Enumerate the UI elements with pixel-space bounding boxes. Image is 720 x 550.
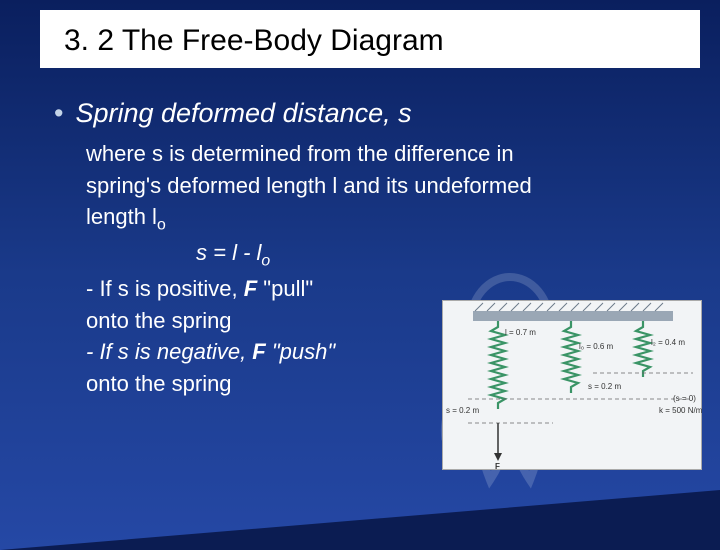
lbl-l1: l₀ = 0.6 m xyxy=(579,342,614,351)
slide-title: 3. 2 The Free-Body Diagram xyxy=(64,24,676,58)
lbl-f: F xyxy=(495,462,500,471)
equation: s = l - l xyxy=(196,240,261,265)
equation-sub: o xyxy=(261,253,270,270)
p3c: "push" xyxy=(266,339,335,364)
decorative-triangle xyxy=(0,490,720,550)
lbl-l0: l = 0.7 m xyxy=(505,328,536,337)
spring-diagram: l = 0.7 m l₀ = 0.6 m l₂ = 0.4 m s = 0.2 … xyxy=(442,300,702,470)
lbl-ref: (s = 0) xyxy=(673,394,696,403)
line-1: where s is determined from the differenc… xyxy=(86,141,514,166)
slide-header: 3. 2 The Free-Body Diagram xyxy=(40,10,700,68)
lbl-s1: s = 0.2 m xyxy=(446,406,479,415)
line-3: length l xyxy=(86,204,157,229)
bullet-text: Spring deformed distance, s xyxy=(75,98,411,128)
lbl-l2: l₂ = 0.4 m xyxy=(651,338,685,347)
p3a: - If s is negative, xyxy=(86,339,252,364)
p1b: F xyxy=(244,276,257,301)
p1a: - If s is positive, xyxy=(86,276,244,301)
line-3-sub: o xyxy=(157,217,166,234)
bullet-item: • Spring deformed distance, s xyxy=(54,98,680,129)
p1c: "pull" xyxy=(257,276,313,301)
p3b: F xyxy=(252,339,265,364)
line-2: spring's deformed length l and its undef… xyxy=(86,173,532,198)
bullet-marker: • xyxy=(54,98,63,128)
lbl-k: k = 500 N/m xyxy=(659,406,703,415)
lbl-s2: s = 0.2 m xyxy=(588,382,621,391)
